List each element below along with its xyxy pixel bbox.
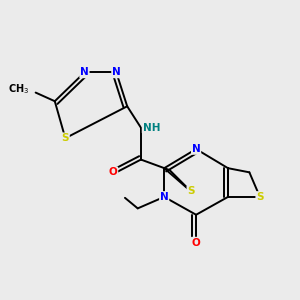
Text: N: N [192,144,200,154]
Text: N: N [160,192,169,202]
Text: S: S [256,192,264,202]
Text: N: N [80,68,89,77]
Text: S: S [61,133,69,143]
Text: N: N [112,68,121,77]
Text: O: O [109,167,118,177]
Text: O: O [192,238,200,248]
Text: CH$_3$: CH$_3$ [8,82,29,96]
Text: NH: NH [142,123,160,133]
Text: S: S [187,187,195,196]
